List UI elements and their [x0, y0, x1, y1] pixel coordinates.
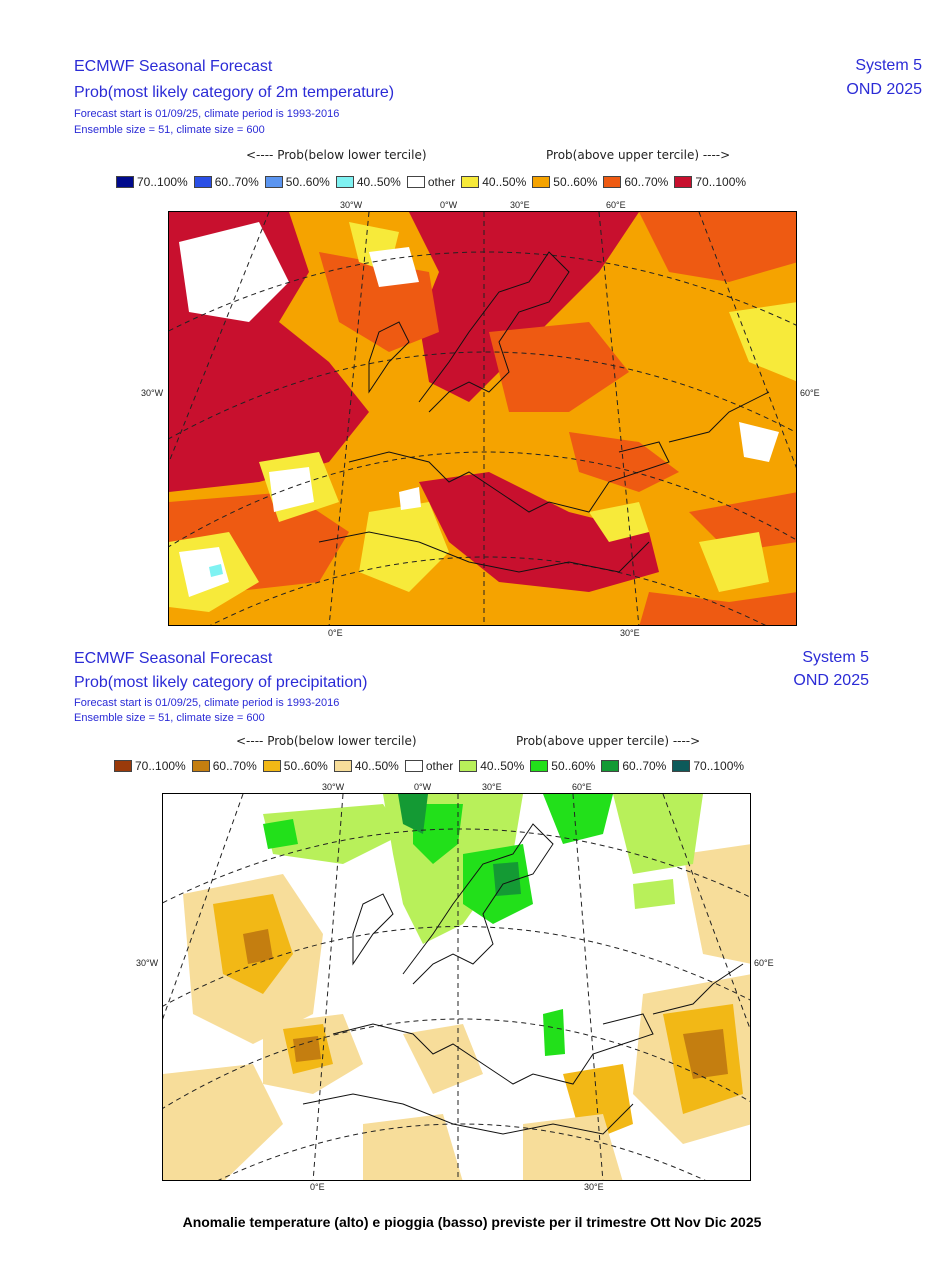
precipitation-legend-swatch — [672, 760, 691, 772]
temperature-legend-swatch — [116, 176, 134, 188]
temp-map — [168, 211, 797, 626]
temperature-legend-item: 40..50% — [335, 175, 401, 189]
temp-coord-top-2: 0°W — [440, 200, 458, 210]
temp-coord-left: 30°W — [141, 388, 164, 398]
temp-system: System 5 — [855, 57, 922, 74]
temperature-legend-swatch — [193, 176, 212, 188]
precipitation-legend-swatch — [404, 760, 423, 772]
precipitation-legend-swatch — [530, 760, 549, 772]
temperature-legend-swatch — [335, 176, 354, 188]
precip-map — [162, 793, 751, 1181]
temperature-legend-label: 70..100% — [695, 175, 747, 189]
caption: Anomalie temperature (alto) e pioggia (b… — [182, 1214, 762, 1230]
precip-ensemble-info: Ensemble size = 51, climate size = 600 — [74, 712, 265, 724]
precipitation-legend-item: 40..50% — [459, 759, 524, 773]
precipitation-legend-item: 50..60% — [262, 759, 328, 773]
temp-ensemble-info: Ensemble size = 51, climate size = 600 — [74, 124, 265, 136]
temperature-legend-label: 40..50% — [482, 175, 527, 189]
precip-coord-bottom-2: 30°E — [584, 1182, 604, 1192]
precipitation-legend-swatch — [601, 760, 620, 772]
precipitation-legend-label: 70..100% — [693, 759, 745, 773]
temperature-legend-item: 70..100% — [116, 175, 188, 189]
precipitation-legend-label: other — [425, 759, 454, 773]
temperature-legend-swatch — [406, 176, 425, 188]
temp-coord-bottom-1: 0°E — [328, 628, 343, 638]
precip-map-graphic — [163, 794, 750, 1180]
temp-coord-bottom-2: 30°E — [620, 628, 640, 638]
temp-period: OND 2025 — [846, 81, 922, 98]
temperature-legend-label: 60..70% — [214, 175, 259, 189]
precipitation-legend-label: 60..70% — [622, 759, 667, 773]
temp-subtitle: Prob(most likely category of 2m temperat… — [74, 84, 395, 101]
precipitation-legend-item: 50..60% — [530, 759, 595, 773]
temp-coord-top-4: 60°E — [606, 200, 626, 210]
precip-subtitle: Prob(most likely category of precipitati… — [74, 674, 368, 691]
precipitation-legend-label: 40..50% — [354, 759, 399, 773]
precipitation-legend-label: 40..50% — [480, 759, 525, 773]
temp-coord-top-3: 30°E — [510, 200, 530, 210]
temperature-legend-item: 60..70% — [193, 175, 259, 189]
temperature-legend-swatch — [532, 176, 551, 188]
precipitation-legend-swatch — [191, 760, 210, 772]
precipitation-legend-label: 60..70% — [212, 759, 257, 773]
temperature-legend-item: 50..60% — [264, 175, 330, 189]
precip-coord-top-3: 30°E — [482, 782, 502, 792]
precipitation-legend-item: 70..100% — [114, 759, 186, 773]
precipitation-legend-item: 60..70% — [601, 759, 666, 773]
precip-legend-below-header: <---- Prob(below lower tercile) — [236, 734, 417, 748]
temp-legend-below-header: <---- Prob(below lower tercile) — [246, 148, 427, 162]
precipitation-legend-item: other — [404, 759, 454, 773]
precipitation-legend-label: 50..60% — [283, 759, 328, 773]
precip-coord-top-2: 0°W — [414, 782, 432, 792]
temperature-legend-label: 50..60% — [285, 175, 330, 189]
temperature-legend-label: 60..70% — [624, 175, 669, 189]
precipitation-legend-label: 70..100% — [135, 759, 186, 773]
temperature-legend-swatch — [674, 176, 693, 188]
temperature-legend-swatch — [603, 176, 622, 188]
precip-coord-bottom-1: 0°E — [310, 1182, 325, 1192]
temperature-legend-label: 70..100% — [137, 175, 188, 189]
precip-forecast-info: Forecast start is 01/09/25, climate peri… — [74, 697, 340, 709]
temp-coord-top-1: 30°W — [340, 200, 363, 210]
temperature-legend-item: other — [406, 175, 456, 189]
precip-period: OND 2025 — [793, 672, 869, 689]
temperature-legend-item: 70..100% — [674, 175, 746, 189]
precipitation-legend-item: 70..100% — [672, 759, 744, 773]
temperature-legend-item: 40..50% — [461, 175, 526, 189]
precipitation-legend-swatch — [459, 760, 478, 772]
temperature-legend-label: 40..50% — [356, 175, 401, 189]
temperature-legend-item: 60..70% — [603, 175, 668, 189]
precip-legend: 70..100% 60..70% 50..60% 40..50% other 40..50… — [114, 759, 750, 773]
precipitation-legend-label: 50..60% — [551, 759, 596, 773]
precipitation-legend-item: 40..50% — [333, 759, 399, 773]
precip-legend-above-header: Prob(above upper tercile) ----> — [516, 734, 701, 748]
temp-title: ECMWF Seasonal Forecast — [74, 58, 273, 75]
temperature-legend-item: 50..60% — [532, 175, 597, 189]
precip-system: System 5 — [802, 649, 869, 666]
temp-legend-above-header: Prob(above upper tercile) ----> — [546, 148, 731, 162]
temp-forecast-info: Forecast start is 01/09/25, climate peri… — [74, 108, 340, 120]
precip-coord-top-4: 60°E — [572, 782, 592, 792]
temp-map-graphic — [169, 212, 796, 625]
precip-title: ECMWF Seasonal Forecast — [74, 650, 273, 667]
precipitation-legend-item: 60..70% — [191, 759, 257, 773]
precipitation-legend-swatch — [333, 760, 352, 772]
precip-coord-left: 30°W — [136, 958, 159, 968]
precipitation-legend-swatch — [262, 760, 281, 772]
precip-coord-right: 60°E — [754, 958, 774, 968]
temperature-legend-label: 50..60% — [553, 175, 598, 189]
temperature-legend-label: other — [427, 175, 456, 189]
temp-coord-right: 60°E — [800, 388, 820, 398]
temperature-legend-swatch — [461, 176, 480, 188]
precipitation-legend-swatch — [114, 760, 132, 772]
temp-legend: 70..100% 60..70% 50..60% 40..50% other 40..50… — [116, 175, 752, 189]
precip-coord-top-1: 30°W — [322, 782, 345, 792]
temperature-legend-swatch — [264, 176, 283, 188]
